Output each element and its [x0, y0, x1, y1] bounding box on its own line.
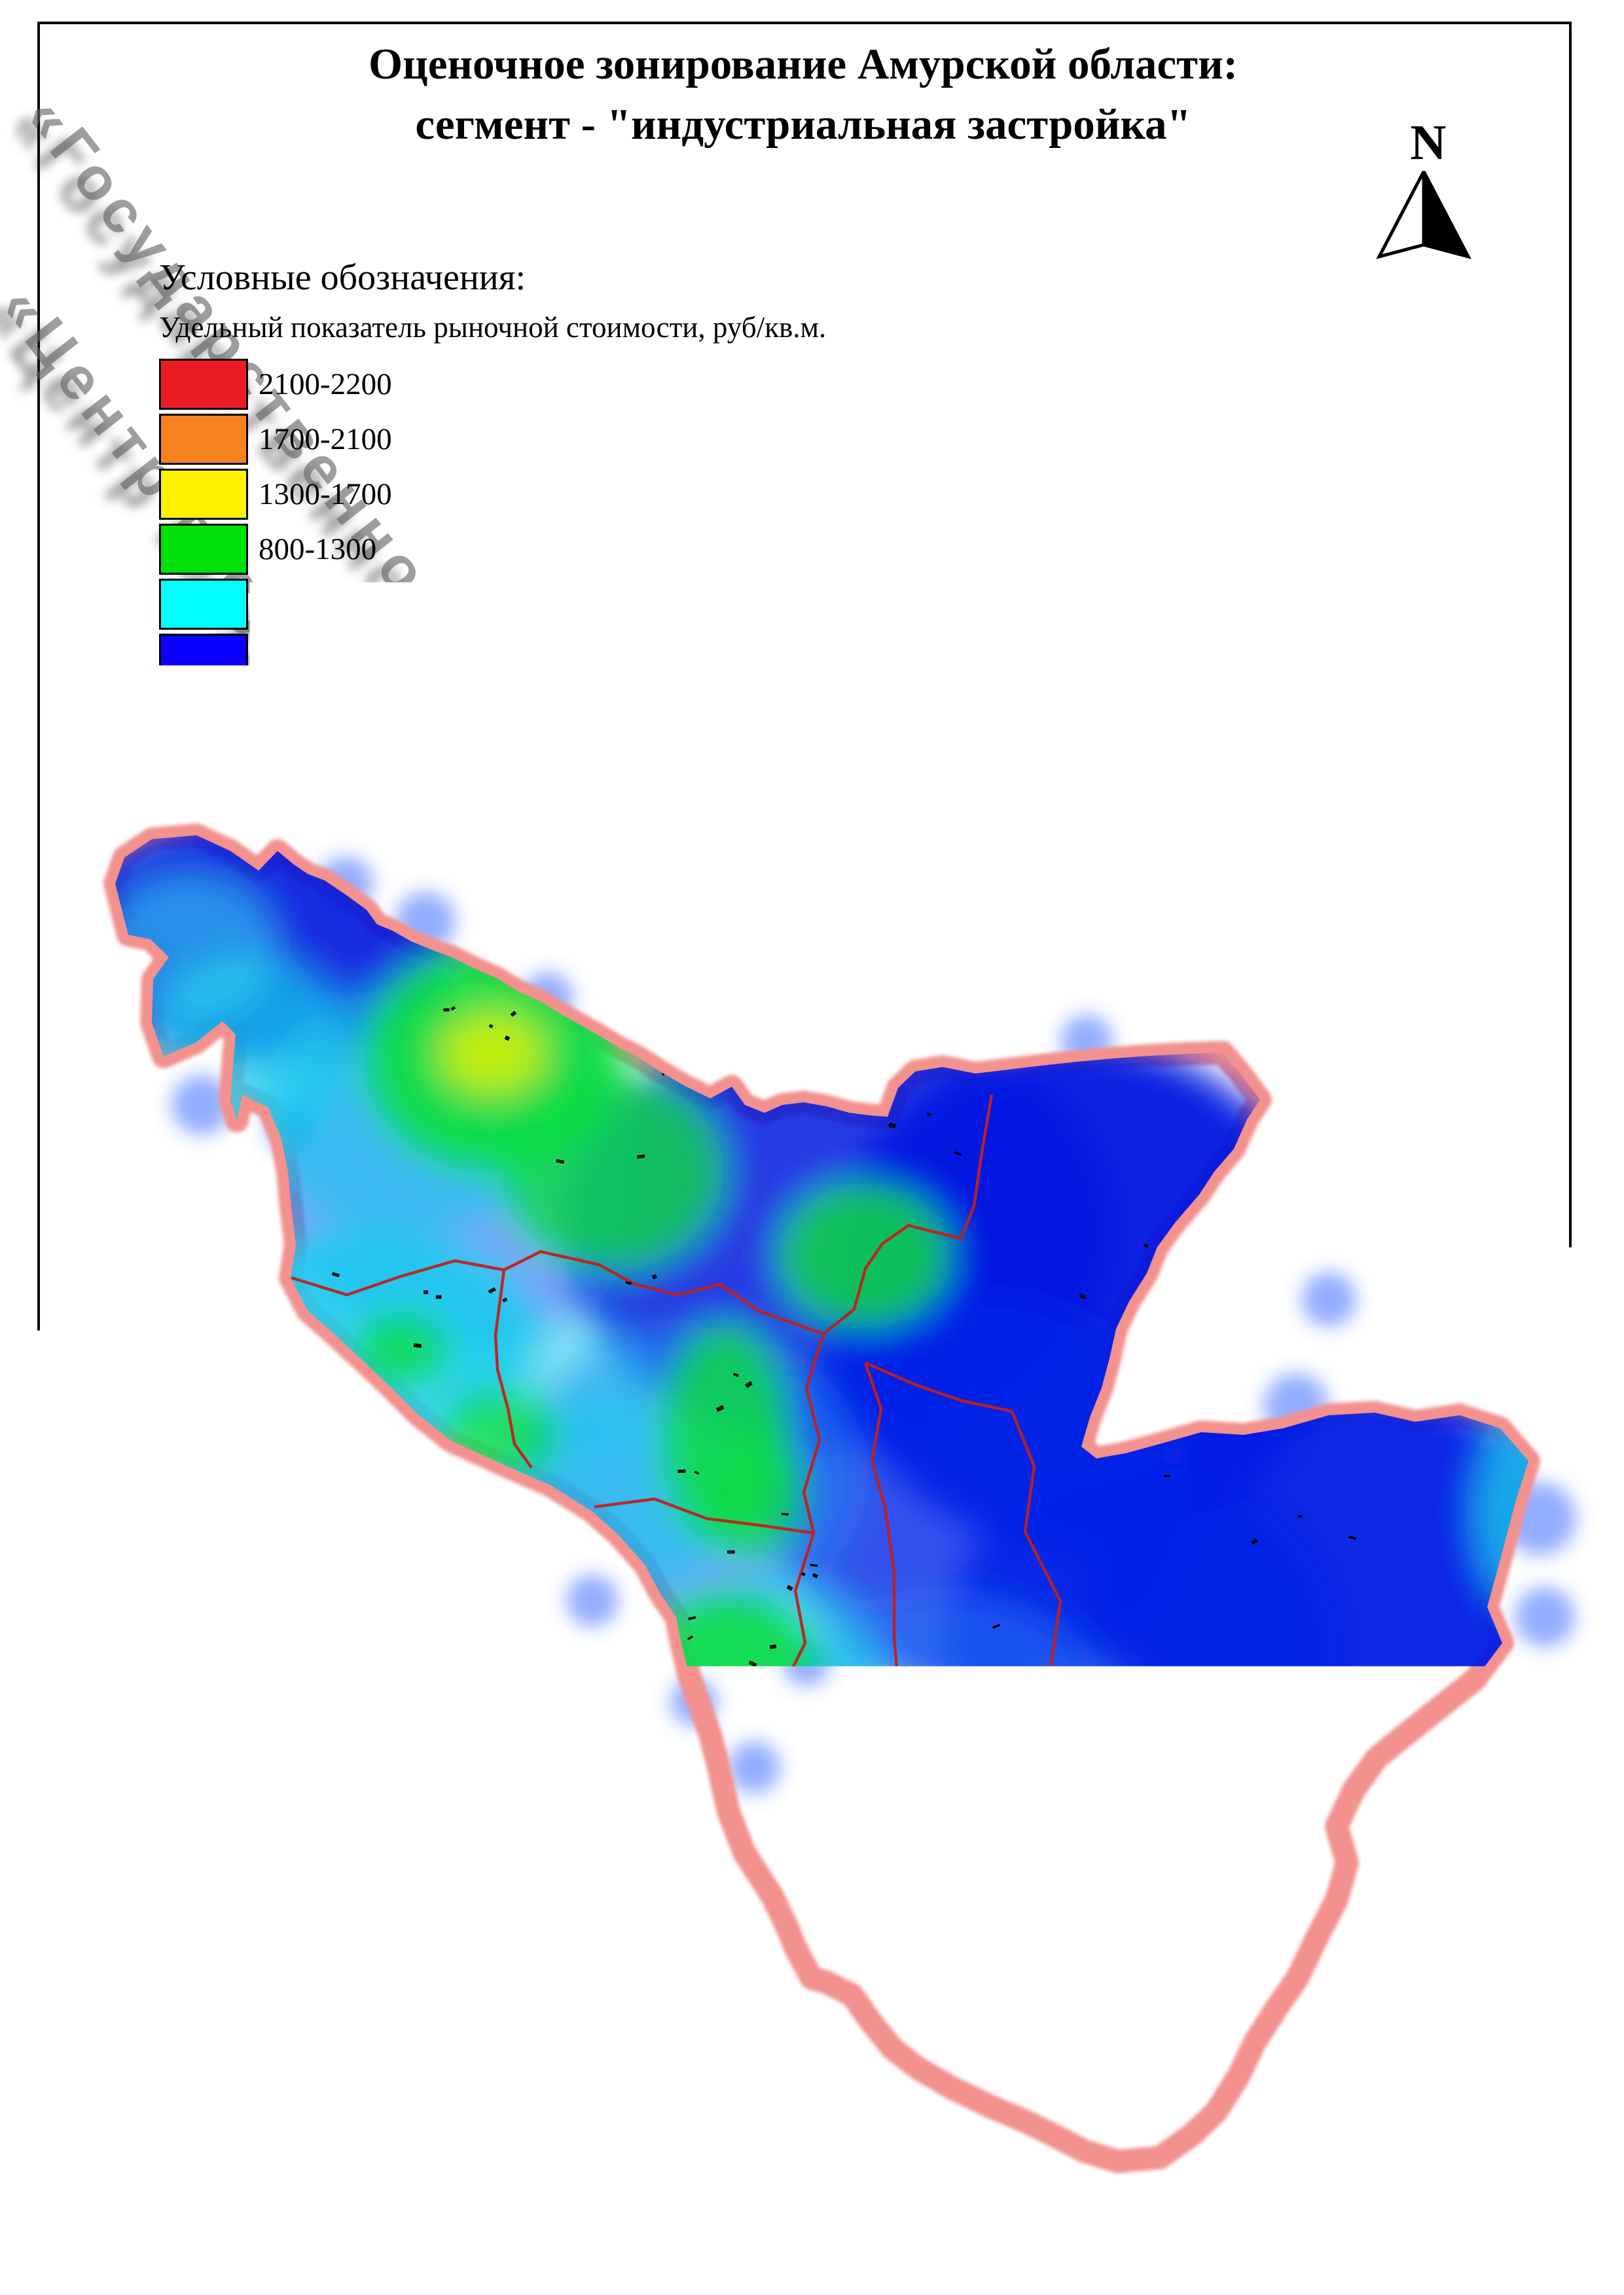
north-arrow-left-half	[1379, 172, 1424, 257]
legend-item-1700-2100: 1700-2100	[159, 414, 826, 465]
legend-swatch-1700-2100	[159, 414, 248, 465]
legend-item-500-800: 500-800	[159, 579, 826, 630]
legend-range-label: 1700-2100	[259, 422, 392, 457]
legend-range-label: 800-1300	[259, 532, 376, 567]
value-surface-blobs	[65, 812, 1610, 2239]
north-arrow: N	[1362, 108, 1486, 272]
legend-item-0-500: 0-500	[159, 634, 826, 685]
legend-range-label: 0-500	[259, 642, 331, 677]
legend-swatch-2100-2200	[159, 359, 248, 410]
legend-rows: 2100-2200 1700-2100 1300-1700 800-1300 500-8…	[159, 359, 826, 685]
north-label: N	[1411, 115, 1447, 170]
legend-item-800-1300: 800-1300	[159, 524, 826, 575]
legend-heading: Условные обозначения:	[159, 257, 826, 298]
north-arrow-right-half	[1424, 172, 1468, 257]
legend-item-2100-2200: 2100-2200	[159, 359, 826, 410]
page: Оценочное зонирование Амурской области: …	[0, 0, 1624, 2295]
legend-swatch-1300-1700	[159, 469, 248, 520]
legend-range-label: 1300-1700	[259, 477, 392, 512]
legend-range-label: 2100-2200	[259, 367, 392, 402]
legend: Условные обозначения: Удельный показател…	[159, 257, 826, 689]
legend-swatch-500-800	[159, 579, 248, 630]
legend-item-1300-1700: 1300-1700	[159, 469, 826, 520]
legend-swatch-800-1300	[159, 524, 248, 575]
legend-range-label: 500-800	[259, 587, 361, 622]
legend-swatch-0-500	[159, 634, 248, 685]
legend-subtitle: Удельный показатель рыночной стоимости, …	[159, 310, 826, 344]
